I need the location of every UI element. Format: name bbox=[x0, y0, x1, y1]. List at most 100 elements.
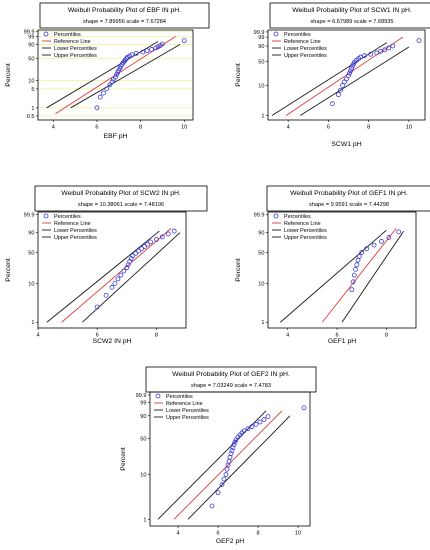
upper-percentile-line bbox=[82, 232, 181, 323]
chart-title-box bbox=[34, 185, 208, 212]
percentile-point bbox=[129, 52, 135, 58]
percentile-point bbox=[353, 266, 358, 272]
x-tick-label: 10 bbox=[295, 531, 301, 537]
percentile-point bbox=[347, 70, 352, 76]
y-tick-label: 90 bbox=[28, 43, 34, 49]
chart-subtitle: shape = 9.9591 scale = 7.44298 bbox=[309, 202, 389, 208]
percentile-point bbox=[338, 87, 343, 93]
percentile-point bbox=[261, 417, 267, 422]
upper-percentile-line bbox=[70, 44, 181, 109]
legend-label-percentiles: Percentiles bbox=[166, 394, 193, 400]
legend-label-reference: Reference Line bbox=[284, 221, 321, 227]
legend-label-percentiles: Percentiles bbox=[284, 214, 311, 220]
percentile-point bbox=[348, 68, 353, 74]
y-tick-label: 10 bbox=[140, 473, 146, 479]
legend-label-reference: Reference Line bbox=[54, 221, 91, 227]
percentile-point bbox=[160, 41, 165, 47]
percentile-point bbox=[349, 65, 354, 71]
legend-label-reference: Reference Line bbox=[284, 39, 321, 45]
percentile-point bbox=[133, 50, 139, 56]
legend-marker-percentiles bbox=[155, 393, 161, 399]
percentile-point bbox=[386, 235, 392, 240]
percentile-point bbox=[231, 442, 237, 447]
x-tick-label: 6 bbox=[327, 125, 330, 131]
y-axis-label: Percent bbox=[5, 258, 12, 282]
reference-line bbox=[285, 36, 404, 116]
percentile-point bbox=[416, 38, 422, 43]
percentile-point bbox=[153, 237, 159, 242]
legend-marker-percentiles bbox=[43, 213, 49, 219]
percentile-point bbox=[301, 405, 307, 411]
y-tick-label: 1 bbox=[31, 320, 34, 326]
x-axis-label: GEF1 pH bbox=[328, 338, 356, 345]
legend-marker-percentiles bbox=[273, 31, 279, 37]
y-tick-label: 0.5 bbox=[27, 114, 35, 120]
lower-percentile-line bbox=[271, 42, 387, 116]
legend-marker-percentiles bbox=[273, 213, 279, 219]
percentile-point bbox=[124, 56, 129, 61]
percentile-point bbox=[368, 51, 374, 57]
x-tick-label: 6 bbox=[216, 531, 219, 537]
percentile-point bbox=[355, 257, 361, 263]
chart-title-box bbox=[39, 2, 210, 29]
percentile-point bbox=[149, 47, 154, 52]
percentile-point bbox=[330, 101, 335, 107]
legend-label-percentiles: Percentiles bbox=[284, 32, 311, 38]
y-axis-label: Percent bbox=[235, 63, 242, 87]
percentile-point bbox=[265, 414, 271, 419]
percentile-point bbox=[358, 54, 363, 60]
percentile-point bbox=[142, 244, 147, 249]
y-tick-label: 10 bbox=[258, 281, 264, 287]
reference-line bbox=[173, 410, 283, 520]
percentile-point bbox=[159, 234, 165, 240]
chart-title: Weibull Probability Plot of GEF2 IN pH. bbox=[172, 371, 290, 378]
weibull-chart-2: Weibull Probability Plot of SCW1 IN pH. s… bbox=[235, 2, 430, 148]
y-tick-label: 1 bbox=[143, 517, 146, 523]
y-tick-label: 99.9 bbox=[254, 212, 265, 218]
chart-title: Weibull Probability Plot of SCW1 IN pH. bbox=[292, 7, 412, 14]
percentile-point bbox=[349, 287, 355, 293]
y-tick-label: 99 bbox=[258, 35, 264, 41]
percentile-point bbox=[121, 268, 127, 274]
y-tick-label: 90 bbox=[140, 414, 146, 420]
percentile-point bbox=[219, 482, 225, 488]
legend-label-lower: Lower Percentiles bbox=[284, 228, 327, 234]
percentile-point bbox=[232, 439, 238, 445]
chart-title: Weibull Probability Plot of SCW2 IN pH. bbox=[61, 190, 181, 197]
y-axis-label: Percent bbox=[120, 447, 127, 471]
percentile-point bbox=[224, 466, 230, 472]
percentile-point bbox=[140, 49, 146, 55]
y-tick-label: 99.9 bbox=[24, 212, 35, 218]
percentile-point bbox=[378, 48, 384, 54]
percentile-point bbox=[136, 248, 142, 254]
x-tick-label: 8 bbox=[385, 333, 388, 339]
percentile-point bbox=[109, 79, 115, 85]
x-tick-label: 8 bbox=[139, 125, 142, 131]
x-tick-label: 4 bbox=[286, 333, 289, 339]
chart-subtitle: shape = 10.38061 scale = 7.48196 bbox=[78, 202, 164, 208]
percentile-point bbox=[148, 239, 153, 245]
weibull-chart-4: Weibull Probability Plot of GEF1 IN pH. s… bbox=[235, 185, 430, 345]
chart-title: Weibull Probability Plot of GEF1 IN pH. bbox=[290, 190, 408, 197]
lower-percentile-line bbox=[46, 41, 159, 109]
percentile-point bbox=[351, 272, 357, 278]
chart-title-box bbox=[145, 366, 317, 393]
reference-line bbox=[61, 227, 172, 323]
percentile-point bbox=[374, 50, 380, 56]
legend-label-reference: Reference Line bbox=[166, 401, 203, 407]
lower-percentile-line bbox=[280, 229, 387, 323]
percentile-point bbox=[101, 90, 106, 96]
x-tick-label: 6 bbox=[95, 125, 98, 131]
y-tick-label: 99.9 bbox=[24, 30, 35, 36]
percentile-point bbox=[340, 83, 345, 88]
y-tick-label: 10 bbox=[258, 83, 264, 89]
x-tick-label: 4 bbox=[36, 333, 39, 339]
percentile-point bbox=[118, 272, 124, 278]
percentile-point bbox=[390, 43, 396, 49]
percentile-point bbox=[257, 419, 263, 425]
percentile-point bbox=[371, 242, 377, 248]
